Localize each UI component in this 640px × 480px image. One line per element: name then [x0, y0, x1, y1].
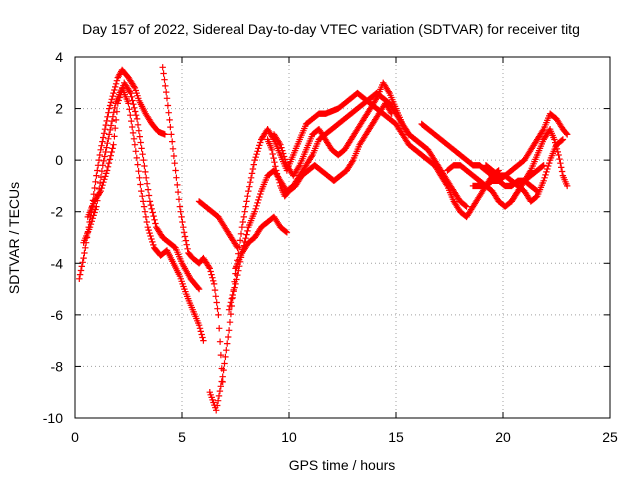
y-tick-label: -10 [43, 410, 63, 426]
series-arc-7 [232, 213, 291, 272]
x-tick-label: 5 [178, 429, 186, 445]
series-arc-6 [225, 89, 470, 313]
plot-frame [74, 56, 611, 419]
y-tick-labels: -10 -8 -6 -4 -2 0 2 4 [43, 49, 63, 426]
data-marks [76, 64, 571, 414]
series-arc-9 [270, 79, 412, 179]
series-arc-3 [84, 79, 203, 293]
series-arc-8 [195, 198, 241, 251]
grid [75, 57, 610, 418]
series-arc-15 [508, 126, 571, 205]
axis-ticks [74, 56, 611, 419]
series-arc-14 [482, 110, 571, 179]
y-tick-label: 4 [55, 49, 63, 65]
x-tick-label: 0 [71, 429, 79, 445]
y-tick-label: 0 [55, 152, 63, 168]
y-axis-label: SDTVAR / TECUs [6, 182, 22, 294]
series-arc-10 [264, 100, 395, 200]
series-arc-2 [80, 84, 207, 344]
y-tick-label: 2 [55, 101, 63, 117]
series-arc-4 [159, 64, 226, 386]
x-tick-label: 10 [281, 429, 297, 445]
x-axis-label: GPS time / hours [289, 457, 396, 473]
y-tick-label: -4 [51, 255, 64, 271]
chart-title: Day 157 of 2022, Sidereal Day-to-day VTE… [82, 21, 580, 37]
series-arc-5 [206, 89, 502, 414]
x-tick-labels: 0 5 10 15 20 25 [71, 429, 618, 445]
x-tick-label: 20 [495, 429, 511, 445]
x-tick-label: 25 [602, 429, 618, 445]
y-tick-label: -8 [51, 358, 64, 374]
x-tick-label: 15 [388, 429, 404, 445]
y-tick-label: -6 [51, 307, 64, 323]
y-tick-label: -2 [51, 204, 64, 220]
